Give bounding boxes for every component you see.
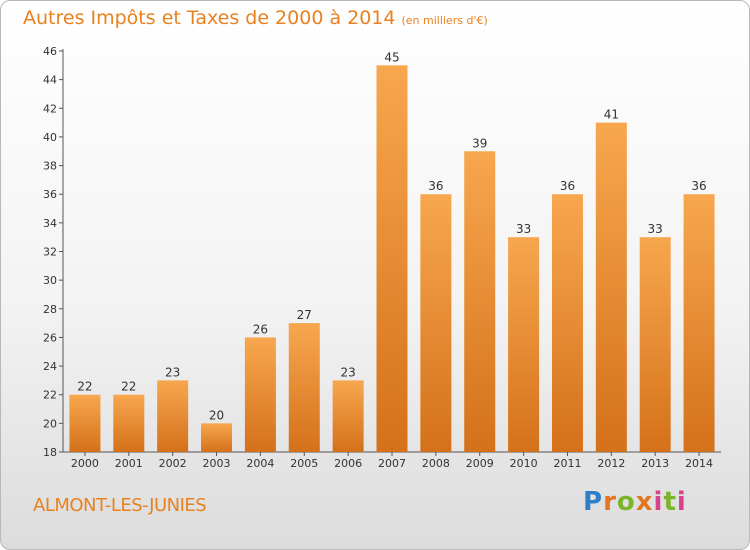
y-tick-label: 44 — [43, 74, 57, 87]
x-tick-label: 2013 — [641, 457, 669, 470]
x-tick-label: 2007 — [378, 457, 406, 470]
y-tick-label: 20 — [43, 417, 57, 430]
value-label: 33 — [516, 222, 531, 236]
value-label: 36 — [691, 179, 706, 193]
x-tick-label: 2006 — [334, 457, 362, 470]
bar-2013 — [639, 237, 671, 452]
y-tick-label: 42 — [43, 102, 57, 115]
x-tick-label: 2009 — [466, 457, 494, 470]
value-label: 33 — [648, 222, 663, 236]
bar-2011 — [551, 194, 583, 452]
bar-2005 — [288, 323, 320, 452]
y-tick-label: 26 — [43, 331, 57, 344]
bar-2003 — [201, 423, 233, 452]
chart-unit: (en milliers d'€) — [401, 14, 488, 27]
bar-2008 — [420, 194, 452, 452]
x-tick-label: 2005 — [290, 457, 318, 470]
x-tick-label: 2008 — [422, 457, 450, 470]
value-label: 23 — [165, 365, 180, 379]
value-label: 36 — [428, 179, 443, 193]
x-tick-label: 2002 — [159, 457, 187, 470]
value-label: 20 — [209, 408, 224, 422]
value-label: 22 — [121, 380, 136, 394]
value-label: 26 — [253, 322, 268, 336]
bar-2000 — [69, 394, 101, 452]
x-tick-label: 2012 — [597, 457, 625, 470]
y-tick-label: 34 — [43, 217, 57, 230]
y-tick-label: 30 — [43, 274, 57, 287]
x-tick-label: 2014 — [685, 457, 713, 470]
bar-2014 — [683, 194, 715, 452]
y-tick-label: 36 — [43, 188, 57, 201]
bar-2012 — [595, 122, 627, 452]
bar-2007 — [376, 65, 408, 453]
value-label: 45 — [384, 50, 399, 64]
bar-2006 — [332, 380, 364, 452]
value-label: 22 — [77, 380, 92, 394]
x-tick-label: 2001 — [115, 457, 143, 470]
x-tick-label: 2003 — [203, 457, 231, 470]
x-tick-label: 2004 — [246, 457, 274, 470]
proxiti-logo: Proxiti — [583, 487, 687, 517]
y-tick-label: 40 — [43, 131, 57, 144]
y-tick-label: 46 — [43, 45, 57, 58]
x-tick-label: 2011 — [553, 457, 581, 470]
bar-2009 — [464, 151, 496, 452]
y-tick-label: 18 — [43, 446, 57, 459]
value-label: 23 — [340, 365, 355, 379]
bar-2010 — [508, 237, 540, 452]
bar-2002 — [157, 380, 189, 452]
bar-2001 — [113, 394, 145, 452]
value-label: 41 — [604, 108, 619, 122]
y-tick-label: 38 — [43, 160, 57, 173]
x-tick-label: 2010 — [510, 457, 538, 470]
y-tick-label: 24 — [43, 360, 57, 373]
commune-name: ALMONT-LES-JUNIES — [33, 495, 207, 516]
y-tick-label: 32 — [43, 246, 57, 259]
value-label: 39 — [472, 136, 487, 150]
value-label: 27 — [297, 308, 312, 322]
y-tick-label: 28 — [43, 303, 57, 316]
chart-title-text: Autres Impôts et Taxes de 2000 à 2014 — [23, 7, 396, 29]
chart-title: Autres Impôts et Taxes de 2000 à 2014 (en… — [23, 7, 488, 29]
value-label: 36 — [560, 179, 575, 193]
bar-2004 — [244, 337, 276, 452]
x-tick-label: 2000 — [71, 457, 99, 470]
y-tick-label: 22 — [43, 389, 57, 402]
